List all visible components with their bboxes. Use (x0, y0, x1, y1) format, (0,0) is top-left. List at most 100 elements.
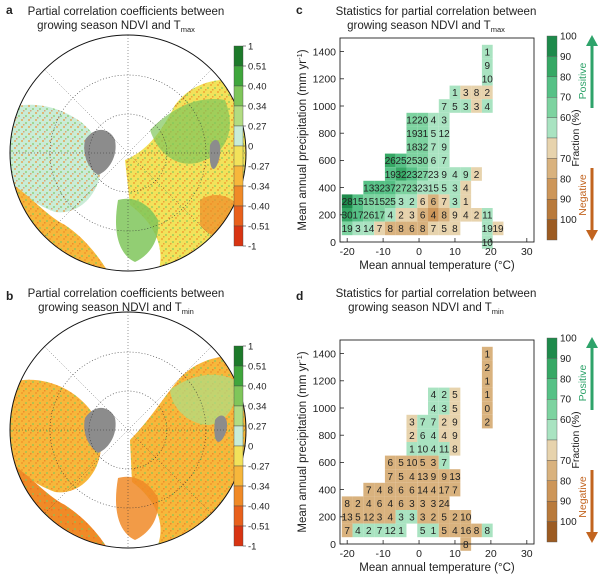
heatmap-cell (406, 208, 418, 222)
heatmap-cell (406, 428, 418, 442)
heatmap-cell (395, 469, 407, 483)
heatmap-cell-label: 11 (482, 211, 493, 222)
heatmap-cell (449, 442, 461, 456)
heatmap-cell (428, 194, 439, 208)
heatmap-cell-label: 4 (388, 499, 394, 510)
heatmap-cell (384, 496, 396, 510)
heatmap-cell (417, 167, 429, 181)
heatmap-cell-label: 9 (485, 61, 491, 72)
y-tick-label: 600 (318, 457, 336, 469)
panel-c-title-line2: growing season NDVI and Tmax (347, 20, 505, 34)
heatmap-cell (471, 99, 482, 113)
heatmap-cell-label: 9 (452, 211, 458, 222)
heatmap-cell-label: 4 (388, 513, 394, 524)
heatmap-cell (406, 221, 418, 236)
heatmap-cell (395, 153, 407, 168)
heatmap-cell (449, 428, 461, 442)
map-colorbar-label: 0.34 (248, 402, 267, 413)
heatmap-cell-label: 10 (460, 513, 472, 524)
panel-c: c Statistics for partial correlation bet… (295, 3, 598, 272)
heatmap-cell (449, 414, 461, 429)
panel-a-title-line1: Partial correlation coefficients between (28, 6, 225, 18)
panel-letter-a: a (6, 3, 13, 17)
heatmap-cell (417, 428, 429, 442)
heatmap-cell (428, 401, 439, 415)
heatmap-cell-label: 4 (377, 485, 383, 496)
heatmap-cell-label: 6 (398, 499, 404, 510)
heatmap-cell-label: 1 (452, 88, 458, 99)
heatmap-cell-label: 8 (420, 224, 426, 235)
heatmap-cell (417, 510, 429, 524)
graticule-meridian (44, 346, 212, 514)
heatmap-cell (438, 99, 450, 113)
heatmap-cell-label: 9 (441, 472, 447, 483)
heatmap-cell (428, 482, 439, 497)
heatmap-cell-label: 3 (398, 513, 404, 524)
fraction-colorbar-label: 60 (560, 415, 572, 426)
heatmap-cell-label: 3 (420, 513, 426, 524)
map-colorbar-label: -0.40 (248, 202, 270, 213)
heatmap-cell-label: 19 (385, 170, 397, 181)
heatmap-cell (481, 85, 493, 100)
map-colorbar-swatch (233, 105, 244, 127)
y-tick-label: 0 (330, 237, 336, 249)
heatmap-cell (460, 99, 472, 113)
heatmap-cell (449, 387, 461, 402)
heatmap-cell (395, 180, 407, 195)
panel-letter-d: d (296, 289, 303, 303)
heatmap-cell-label: 7 (420, 417, 426, 428)
heatmap-cell-label: 14 (363, 224, 375, 235)
heatmap-cell (406, 482, 418, 497)
heatmap-cell (352, 510, 364, 524)
map-colorbar-label: -0.27 (248, 462, 270, 473)
siberia-mixed-region (170, 374, 237, 425)
heatmap-cell-label: 8 (398, 224, 404, 235)
heatmap-cell (417, 180, 429, 195)
heatmap-cell (471, 167, 482, 181)
map-colorbar-label: -0.51 (248, 522, 270, 533)
map-colorbar-label: -0.34 (248, 182, 270, 193)
heatmap-cell (417, 221, 429, 236)
heatmap-cell-label: 8 (441, 211, 447, 222)
heatmap-cell (406, 442, 418, 456)
heatmap-cell (481, 346, 493, 361)
heatmap-cell (481, 401, 493, 415)
fraction-colorbar-label: 100 (560, 215, 577, 226)
y-tick-label: 800 (318, 430, 336, 442)
panel-d-title-main: growing season NDVI and T (348, 302, 492, 314)
heatmap-cell-label: 37 (385, 183, 397, 194)
heatmap-cell-label: 4 (431, 211, 437, 222)
heatmap-cell-label: 3 (420, 499, 426, 510)
y-tick-label: 1000 (313, 403, 337, 415)
heatmap-cell-label: 1 (463, 197, 469, 208)
heatmap-cell-label: 12 (363, 513, 375, 524)
x-tick-label: -10 (376, 246, 391, 258)
map-colorbar-b: 1 0.51 0.40 0.34 0.27 0 -0.27 -0.34 -0.40 -0.51 -1 (233, 342, 270, 553)
heatmap-cell (406, 180, 418, 195)
heatmap-cell-label: 6 (420, 431, 426, 442)
north-america-texture (10, 379, 102, 493)
heatmap-cell-label: 7 (441, 156, 447, 167)
heatmap-cell (406, 167, 418, 181)
heatmap-cell (417, 208, 429, 222)
heatmap-cell (395, 221, 407, 236)
heatmap-cell (417, 523, 429, 538)
heatmap-cell-label: 23 (428, 170, 440, 181)
heatmap-cell-label: 3 (409, 417, 415, 428)
panel-c-title-line1: Statistics for partial correlation betwe… (336, 6, 537, 18)
heatmap-cell-label: 8 (452, 445, 458, 456)
heatmap-cell (406, 112, 418, 127)
heatmap-cell (374, 194, 385, 208)
heatmap-cell-label: 11 (439, 445, 450, 456)
fraction-colorbar-swatch (546, 399, 558, 420)
heatmap-cell-label: 4 (463, 183, 469, 194)
heatmap-cell-label: 9 (463, 170, 469, 181)
panel-c-title-sub: max (491, 25, 505, 34)
map-colorbar-swatch (233, 385, 244, 407)
x-axis-label: Mean annual temperature (°C) (359, 562, 515, 574)
heatmap-cell-label: 8 (474, 526, 480, 537)
heatmap-cell-label: 5 (398, 458, 404, 469)
heatmap-cell-label: 8 (388, 485, 394, 496)
heatmap-cell-label: 1 (409, 445, 415, 456)
heatmap-cell (449, 482, 461, 497)
